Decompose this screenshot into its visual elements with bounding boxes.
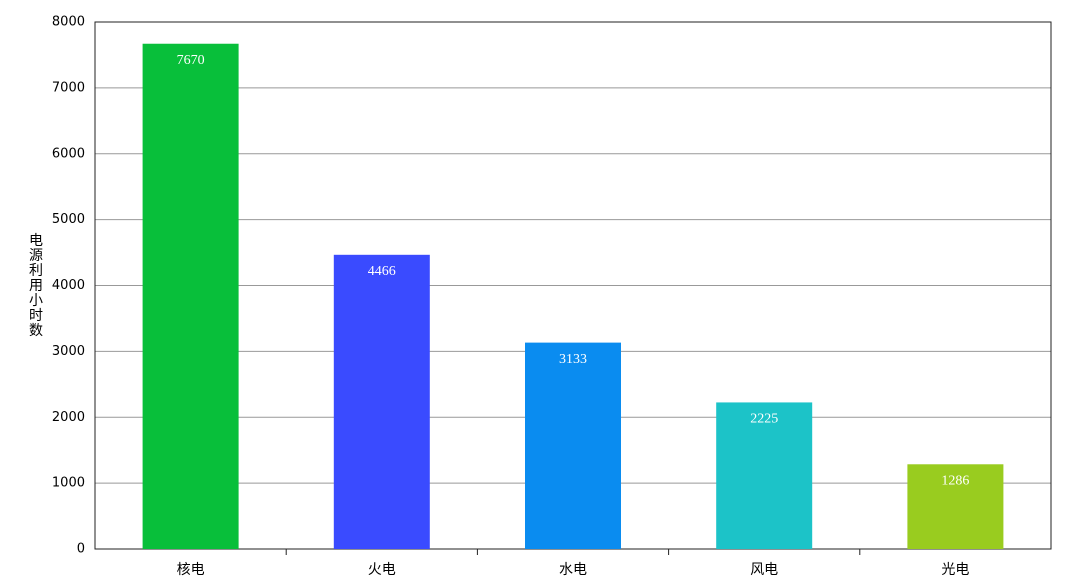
- y-tick-label: 3000: [52, 344, 85, 359]
- bar: [142, 43, 239, 550]
- bar: [525, 342, 621, 549]
- y-tick-label: 5000: [52, 212, 85, 227]
- x-tick-label: 光电: [941, 562, 969, 578]
- y-tick-label: 2000: [52, 410, 85, 425]
- x-tick-label: 火电: [368, 562, 396, 578]
- value-label: 3133: [559, 352, 587, 367]
- y-tick-label: 0: [77, 542, 85, 557]
- y-tick-label: 7000: [52, 80, 85, 95]
- y-axis-label: 电源利用小时数: [27, 233, 43, 338]
- value-label: 1286: [941, 474, 969, 489]
- x-tick-label: 水电: [559, 562, 587, 578]
- y-tick-label: 6000: [52, 146, 85, 161]
- value-label: 7670: [177, 53, 205, 68]
- x-tick-label: 核电: [177, 562, 205, 578]
- y-tick-label: 4000: [52, 278, 85, 293]
- value-label: 2225: [750, 412, 778, 427]
- x-tick-label: 风电: [750, 562, 778, 578]
- y-tick-label: 8000: [52, 15, 85, 30]
- bar: [907, 464, 1004, 549]
- y-tick-label: 1000: [52, 476, 85, 491]
- bar: [716, 402, 813, 549]
- bar: [333, 254, 430, 549]
- value-label: 4466: [368, 264, 396, 279]
